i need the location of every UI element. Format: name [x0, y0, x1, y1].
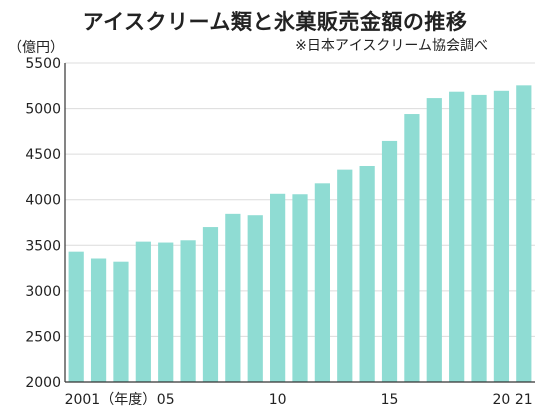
axes — [64, 63, 535, 383]
x-tick-label-2001: 2001（年度） — [65, 392, 157, 408]
bar-2016 — [404, 114, 420, 382]
x-tick-labels: 2001（年度） 05 10 15 20 21 — [65, 392, 533, 408]
bar-2005 — [158, 242, 174, 382]
x-tick-label-2010: 10 — [269, 392, 287, 408]
bar-2015 — [381, 140, 398, 382]
bar-2019 — [471, 94, 487, 383]
bar-2007 — [202, 227, 219, 382]
bars — [68, 85, 532, 383]
bar-2006 — [180, 240, 196, 382]
x-tick-label-2015: 15 — [381, 392, 399, 408]
y-tick-label-4000: 4000 — [25, 193, 61, 209]
y-tick-label-5000: 5000 — [25, 102, 61, 118]
y-axis-unit-label: （億円） — [8, 40, 64, 56]
y-tick-label-3500: 3500 — [25, 238, 61, 254]
bar-2018 — [449, 91, 465, 383]
bar-2008 — [225, 213, 241, 382]
bar-2009 — [247, 215, 263, 382]
x-tick-label-2005: 05 — [157, 392, 175, 408]
bar-2013 — [337, 169, 353, 382]
bar-2014 — [359, 165, 375, 382]
bar-2004 — [135, 241, 151, 382]
y-tick-label-3000: 3000 — [25, 284, 61, 300]
source-note: ※日本アイスクリーム協会調べ — [295, 38, 488, 54]
bar-2003 — [113, 261, 129, 382]
bar-2011 — [292, 194, 308, 382]
bar-2012 — [314, 183, 330, 382]
y-tick-label-4500: 4500 — [25, 147, 61, 163]
bar-2021 — [516, 85, 532, 382]
y-tick-label-5500: 5500 — [25, 56, 61, 72]
x-tick-label-2021: 21 — [515, 392, 533, 408]
bar-2001 — [68, 251, 84, 382]
bar-2010 — [270, 193, 286, 382]
y-tick-label-2000: 2000 — [25, 375, 61, 391]
y-tick-labels: 2000 2500 3000 3500 4000 4500 5000 5500 — [25, 56, 61, 391]
bar-2002 — [90, 258, 107, 382]
chart-title: アイスクリーム類と氷菓販売金額の推移 — [82, 10, 468, 34]
y-tick-label-2500: 2500 — [25, 329, 61, 345]
bar-2017 — [426, 98, 442, 382]
bar-2020 — [493, 90, 510, 382]
x-tick-label-2020: 20 — [493, 392, 511, 408]
